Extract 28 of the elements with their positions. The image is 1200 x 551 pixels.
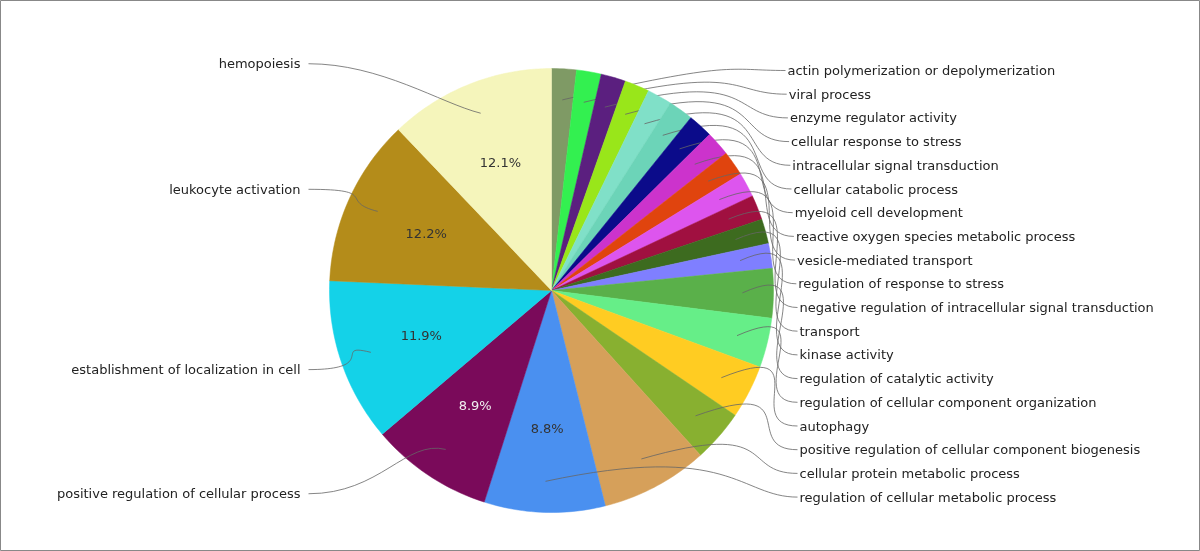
slice-label: kinase activity	[799, 347, 894, 363]
slice-label: negative regulation of intracellular signal transduction	[799, 300, 1154, 315]
slice-label: reactive oxygen species metabolic process	[795, 228, 1076, 244]
slice-label: actin polymerization or depolymerization	[787, 63, 1056, 78]
slice-label: intracellular signal transduction	[792, 157, 999, 173]
slice-label: cellular protein metabolic process	[799, 465, 1021, 481]
slice-label: establishment of localization in cell	[71, 362, 301, 378]
slice-label: regulation of response to stress	[798, 276, 1005, 292]
slice-label: transport	[799, 323, 860, 339]
data-label: 8.8%	[530, 420, 564, 436]
slice-label: regulation of cellular metabolic process	[799, 489, 1057, 505]
data-label: 12.2%	[405, 225, 447, 241]
slice-label: enzyme regulator activity	[789, 110, 958, 126]
data-label: 8.9%	[458, 397, 492, 413]
slice-label: autophagy	[799, 418, 870, 434]
slice-label: positive regulation of cellular process	[56, 486, 301, 502]
slice-label: leukocyte activation	[169, 181, 301, 197]
data-label: 11.9%	[400, 327, 442, 343]
slice-label: regulation of cellular component organization	[799, 394, 1097, 410]
slice-label: myeloid cell development	[794, 205, 963, 221]
slice-label: cellular response to stress	[791, 134, 962, 150]
slice-label: hemopoiesis	[218, 56, 301, 72]
data-label: 12.1%	[479, 155, 522, 171]
slice-label: regulation of catalytic activity	[799, 371, 995, 387]
slice-label: vesicle-mediated transport	[797, 252, 973, 268]
slice-label: positive regulation of cellular component biogenesis	[799, 442, 1141, 458]
slice-label: cellular catabolic process	[793, 181, 959, 197]
slice-label: viral process	[788, 86, 872, 102]
